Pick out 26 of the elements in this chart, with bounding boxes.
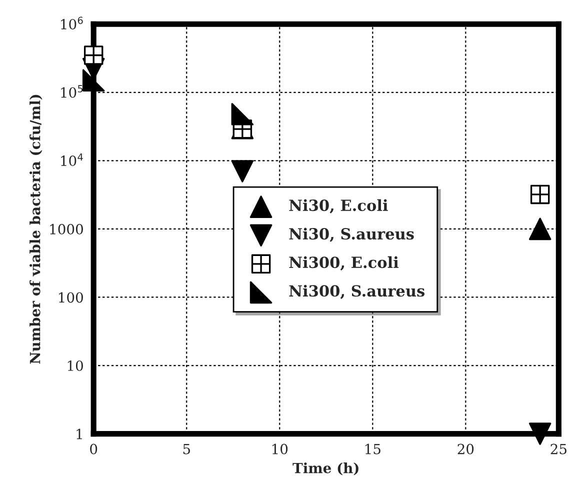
x-tick-label: 10 (272, 444, 288, 454)
x-tick-label: 15 (366, 444, 380, 454)
x-tick-label: 20 (458, 444, 474, 454)
y-tick-label: 10$^{6}$ (61, 16, 83, 30)
y-tick-label: 1000 (50, 224, 83, 234)
x-tick-label: 5 (183, 444, 190, 454)
point (530, 184, 550, 204)
x-tick-label: 0 (90, 444, 98, 454)
legend-label: Ni30, S.aureus (289, 228, 414, 242)
y-axis-title: Number of viable bacteria (cfu/ml) (30, 94, 42, 364)
y-tick-label: 100 (59, 292, 83, 303)
x-axis-title: Time (h) (292, 462, 358, 476)
legend-label: Ni30, E.coli (289, 199, 388, 214)
point (231, 160, 254, 182)
x-tick-label: 25 (550, 444, 566, 454)
legend-label: Ni300, S.aureus (289, 284, 424, 299)
point (82, 69, 105, 92)
point (528, 422, 552, 445)
y-tick-label: 1 (76, 428, 82, 440)
y-tick-label: 10$^{5}$ (61, 85, 83, 98)
point (84, 46, 104, 65)
legend-label: Ni300, E.coli (289, 256, 399, 270)
point (231, 103, 254, 126)
y-tick-label: 10 (68, 360, 83, 371)
y-tick-label: 10$^{4}$ (61, 153, 83, 166)
point (528, 218, 552, 240)
